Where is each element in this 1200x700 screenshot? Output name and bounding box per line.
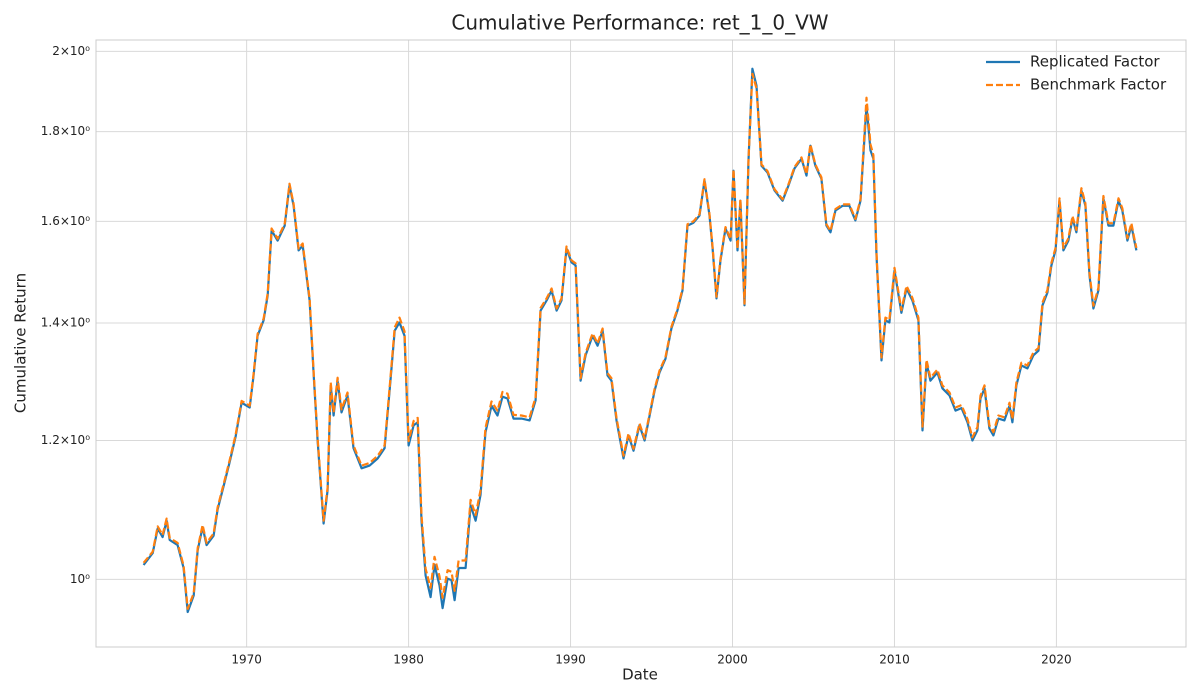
x-tick-label: 2020 (1041, 653, 1072, 667)
y-tick-label: 1.2×10⁰ (41, 433, 90, 447)
data-line (142, 72, 1138, 610)
chart-title: Cumulative Performance: ret_1_0_VW (451, 11, 828, 35)
data-line (142, 67, 1138, 614)
x-tick-label: 1990 (555, 653, 586, 667)
y-tick-label: 1.4×10⁰ (41, 316, 90, 330)
x-tick-label: 2000 (717, 653, 748, 667)
x-tick-label: 2010 (879, 653, 910, 667)
y-axis-label: Cumulative Return (12, 273, 30, 413)
plot-frame (95, 39, 1187, 648)
y-tick-label: 2×10⁰ (52, 44, 90, 58)
legend-text: Replicated Factor (1030, 53, 1160, 71)
y-tick-label: 10⁰ (70, 572, 90, 586)
y-tick-label: 1.8×10⁰ (41, 124, 90, 138)
x-tick-label: 1980 (393, 653, 424, 667)
x-axis-label: Date (622, 666, 658, 684)
x-tick-label: 1970 (231, 653, 262, 667)
y-tick-label: 1.6×10⁰ (41, 214, 90, 228)
legend-text: Benchmark Factor (1030, 76, 1167, 94)
